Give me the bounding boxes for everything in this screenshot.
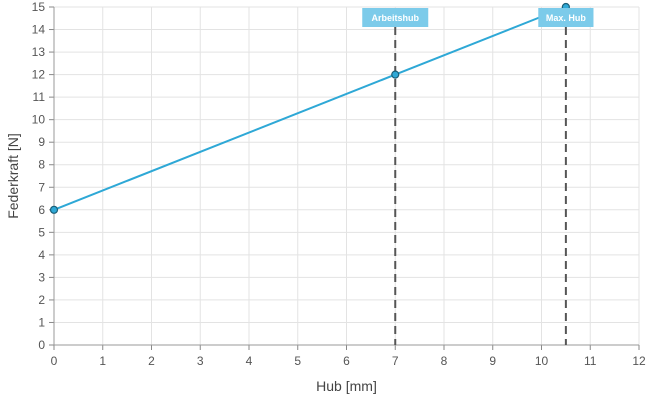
vertical-markers — [394, 27, 567, 345]
marker-label: Max. Hub — [546, 13, 587, 23]
x-tick-label: 6 — [343, 354, 350, 368]
y-axis-title: Federkraft [N] — [5, 133, 21, 219]
x-tick-label: 0 — [51, 354, 58, 368]
y-tick-label: 14 — [32, 23, 46, 37]
x-tick-label: 2 — [148, 354, 155, 368]
x-tick-label: 11 — [584, 354, 597, 368]
y-tick-label: 6 — [38, 203, 45, 217]
x-tick-label: 8 — [441, 354, 448, 368]
y-tick-label: 3 — [38, 270, 45, 284]
x-tick-label: 9 — [489, 354, 496, 368]
x-tick-label: 12 — [632, 354, 646, 368]
marker-label: Arbeitshub — [371, 13, 419, 23]
x-tick-label: 5 — [294, 354, 301, 368]
data-point — [391, 70, 400, 79]
y-tick-label: 1 — [38, 315, 45, 329]
y-tick-label: 13 — [32, 45, 46, 59]
y-tick-label: 10 — [32, 113, 46, 127]
series-line — [53, 6, 567, 211]
y-tick-label: 4 — [38, 248, 45, 262]
data-point — [49, 205, 59, 214]
y-tick-label: 5 — [38, 225, 45, 239]
series-group — [53, 6, 567, 211]
y-tick-label: 7 — [38, 180, 45, 194]
y-tick-label: 8 — [38, 158, 45, 172]
x-tick-label: 1 — [99, 354, 106, 368]
y-tick-label: 11 — [33, 90, 46, 104]
x-tick-labels: 0 1 2 3 4 5 6 7 8 9 10 11 12 — [51, 354, 646, 368]
y-tick-label: 12 — [32, 68, 46, 82]
marker-labels: Arbeitshub Max. Hub — [362, 8, 594, 27]
y-tick-label: 9 — [38, 135, 45, 149]
marker-label-box — [538, 8, 594, 27]
y-tick-label: 15 — [32, 0, 46, 14]
x-tick-label: 10 — [535, 354, 549, 368]
x-axis-title: Hub [mm] — [316, 378, 377, 394]
axes — [49, 6, 640, 350]
x-tick-label: 3 — [197, 354, 204, 368]
x-tick-label: 7 — [392, 354, 399, 368]
y-tick-label: 2 — [38, 293, 45, 307]
x-tick-label: 4 — [246, 354, 253, 368]
y-tick-label: 0 — [38, 338, 45, 352]
marker-label-box — [362, 8, 429, 27]
